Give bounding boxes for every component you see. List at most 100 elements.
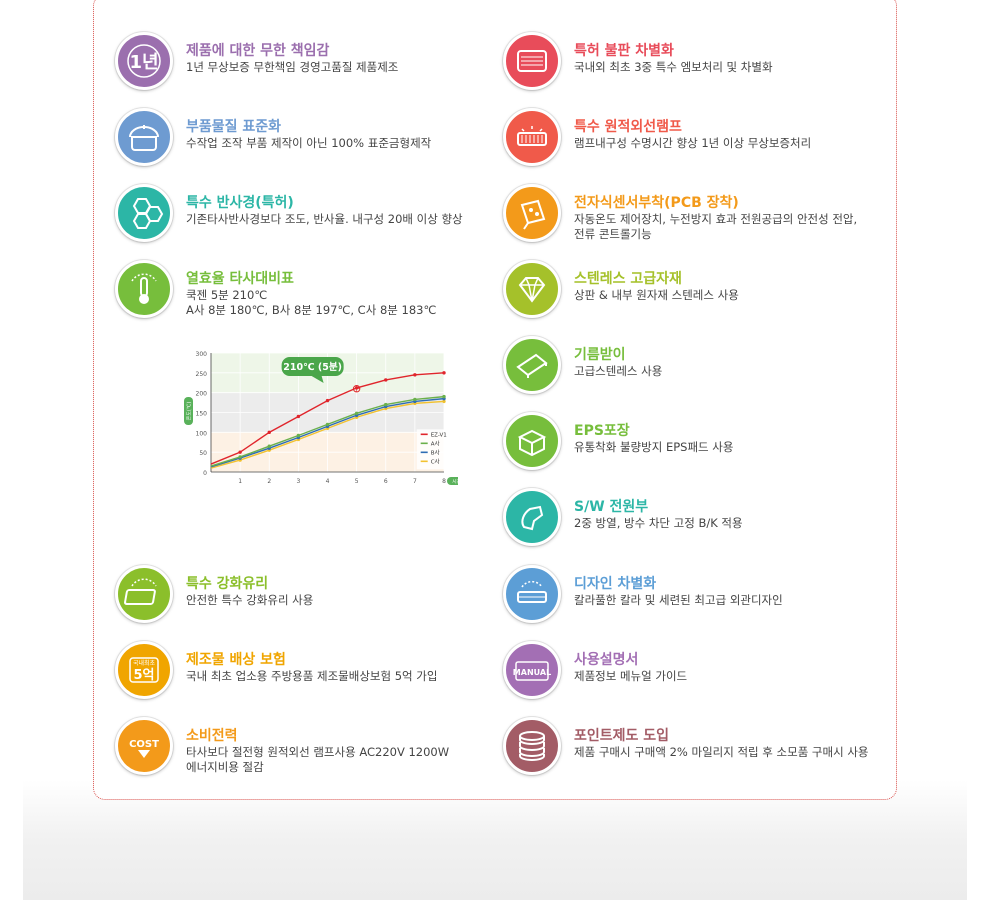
feature-title: 특수 강화유리 [186, 576, 269, 592]
feature-title: 특수 반사경(특허) [186, 195, 294, 211]
chart-data-point [442, 371, 446, 375]
feature-title: 스텐레스 고급자재 [574, 271, 682, 287]
feature-item: MANUAL 사용설명서 제품정보 메뉴얼 가이드 [503, 641, 923, 701]
chart-x-tick-label: 1 [238, 478, 242, 485]
feature-title: 부품물질 표준화 [186, 119, 282, 135]
feature-title: S/W 전원부 [574, 499, 649, 515]
feature-description: 자동온도 제어장치, 누전방지 효과 전원공급의 안전성 전압, 전류 콘트롤기… [574, 212, 858, 241]
feature-description: 쿡젠 5분 210℃ A사 8분 180℃, B사 8분 197℃, C사 8분… [186, 288, 437, 317]
feature-description: 1년 무상보증 무한책임 경영고품질 제품제조 [186, 60, 399, 74]
hexagon-reflector-icon [115, 184, 173, 242]
pot-icon [115, 108, 173, 166]
design-icon [503, 565, 561, 623]
chart-data-point [238, 450, 242, 454]
feature-description: 수작업 조작 부품 제작이 아닌 100% 표준금형제작 [186, 136, 432, 150]
chart-legend-label: EZ-V1 [431, 432, 447, 438]
feature-description: 타사보다 절전형 원적외선 램프사용 AC220V 1200W 에너지비용 절감 [186, 745, 450, 774]
emboss-patent-icon [503, 32, 561, 90]
feature-item: 특수 반사경(특허) 기존타사반사경보다 조도, 반사율. 내구성 20배 이상 … [115, 184, 535, 244]
feature-description: 안전한 특수 강화유리 사용 [186, 593, 314, 607]
chart-callout-label: 210℃ (5분) [283, 362, 342, 373]
chart-x-tick-label: 4 [326, 478, 330, 485]
chart-y-tick-label: 300 [196, 351, 208, 358]
feature-description: 고급스텐레스 사용 [574, 364, 663, 378]
feature-description: 국내 최초 업소용 주방용품 제조물배상보험 5억 가입 [186, 669, 438, 683]
chart-x-label-pill [447, 477, 458, 485]
chart-y-tick-label: 150 [196, 411, 208, 418]
one-year-warranty-icon: 1년 [115, 32, 173, 90]
chart-y-axis-label: 온도(℃) [187, 402, 193, 421]
chart-data-point [325, 398, 330, 403]
chart-data-point [325, 422, 330, 427]
feature-description: 제품 구매시 구매액 2% 마일리지 적립 후 소모품 구매시 사용 [574, 745, 869, 759]
feature-description: 2중 방열, 방수 차단 고정 B/K 적용 [574, 516, 743, 530]
chart-data-point [413, 373, 417, 377]
feature-title: 전자식센서부착(PCB 장착) [574, 195, 739, 211]
chart-legend-label: B사 [431, 448, 440, 456]
feature-title: 열효율 타사대비표 [186, 271, 294, 287]
feature-item: COST 소비전력 타사보다 절전형 원적외선 램프사용 AC220V 1200W … [115, 717, 535, 777]
svg-text:MANUAL: MANUAL [513, 668, 551, 677]
chart-data-point [238, 455, 242, 459]
feature-item: 스텐레스 고급자재 상판 & 내부 원자재 스텐레스 사용 [503, 260, 923, 320]
chart-y-tick-label: 50 [199, 450, 207, 457]
chart-legend-label: C사 [431, 457, 440, 465]
feature-item: 디자인 차별화 칼라풀한 칼라 및 세련된 최고급 외관디자인 [503, 565, 923, 625]
feature-item: 특수 원적외선램프 램프내구성 수명시간 향상 1년 이상 무상보증처리 [503, 108, 923, 168]
feature-description: 칼라풀한 칼라 및 세련된 최고급 외관디자인 [574, 593, 783, 607]
chart-data-point [354, 411, 359, 415]
feature-description: 제품정보 메뉴얼 가이드 [574, 669, 688, 683]
svg-text:1년: 1년 [129, 52, 158, 73]
tempered-glass-icon [115, 565, 173, 623]
heat-efficiency-chart: 0 50 100 150 200 250 300 1 2 3 4 5 6 7 8 시간(분) 온도(℃) 210℃… [184, 351, 458, 485]
feature-title: 포인트제도 도입 [574, 728, 670, 744]
feature-item: 기름받이 고급스텐레스 사용 [503, 336, 923, 396]
chart-data-point [442, 394, 446, 399]
chart-x-tick-label: 7 [413, 478, 417, 485]
point-coin-icon [503, 717, 561, 775]
infrared-lamp-icon [503, 108, 561, 166]
svg-text:COST: COST [129, 739, 159, 750]
feature-item: 포인트제도 도입 제품 구매시 구매액 2% 마일리지 적립 후 소모품 구매시 … [503, 717, 923, 777]
cost-icon: COST [115, 717, 173, 775]
chart-x-tick-label: 8 [442, 478, 446, 485]
feature-title: EPS포장 [574, 423, 630, 439]
chart-x-axis-label: 시간(분) [452, 478, 458, 485]
feature-title: 디자인 차별화 [574, 576, 657, 592]
chart-data-point [384, 378, 388, 382]
chart-y-label-pill [184, 397, 193, 425]
chart-legend-label: A사 [431, 439, 440, 447]
switch-icon [503, 488, 561, 546]
chart-y-tick-label: 200 [196, 391, 208, 398]
diamond-icon [503, 260, 561, 318]
chart-data-point [442, 399, 446, 404]
chart-x-tick-label: 2 [267, 478, 271, 485]
chart-x-tick-label: 6 [384, 478, 388, 485]
chart-callout-pointer [311, 376, 324, 383]
feature-item: 열효율 타사대비표 쿡젠 5분 210℃ A사 8분 180℃, B사 8분 19… [115, 260, 535, 320]
chart-y-tick-label: 250 [196, 371, 208, 378]
feature-title: 제조물 배상 보험 [186, 652, 286, 668]
insurance-icon: 국내최초 5억 [115, 641, 173, 699]
chart-data-point [384, 402, 388, 407]
feature-item: 특수 강화유리 안전한 특수 강화유리 사용 [115, 565, 535, 625]
feature-description: 유통착화 불량방지 EPS패드 사용 [574, 440, 734, 454]
feature-item: 전자식센서부착(PCB 장착) 자동온도 제어장치, 누전방지 효과 전원공급의 … [503, 184, 923, 244]
feature-item: EPS포장 유통착화 불량방지 EPS패드 사용 [503, 412, 923, 472]
feature-item: 1년 제품에 대한 무한 책임감 1년 무상보증 무한책임 경영고품질 제품제조 [115, 32, 535, 92]
feature-title: 사용설명서 [574, 652, 639, 668]
chart-x-tick-label: 5 [355, 478, 359, 485]
oil-tray-icon [503, 336, 561, 394]
sensor-icon [503, 184, 561, 242]
chart-data-point [296, 433, 301, 438]
chart-data-point [267, 430, 271, 435]
feature-title: 특수 원적외선램프 [574, 119, 682, 135]
feature-description: 램프내구성 수명시간 향상 1년 이상 무상보증처리 [574, 136, 812, 150]
feature-title: 제품에 대한 무한 책임감 [186, 43, 330, 59]
feature-item: 특허 불판 차별화 국내외 최초 3중 특수 엠보처리 및 차별화 [503, 32, 923, 92]
feature-description: 상판 & 내부 원자재 스텐레스 사용 [574, 288, 739, 302]
feature-title: 기름받이 [574, 347, 626, 363]
chart-callout-bubble [281, 357, 344, 376]
svg-text:5억: 5억 [133, 668, 154, 683]
feature-title: 특허 불판 차별화 [574, 43, 674, 59]
